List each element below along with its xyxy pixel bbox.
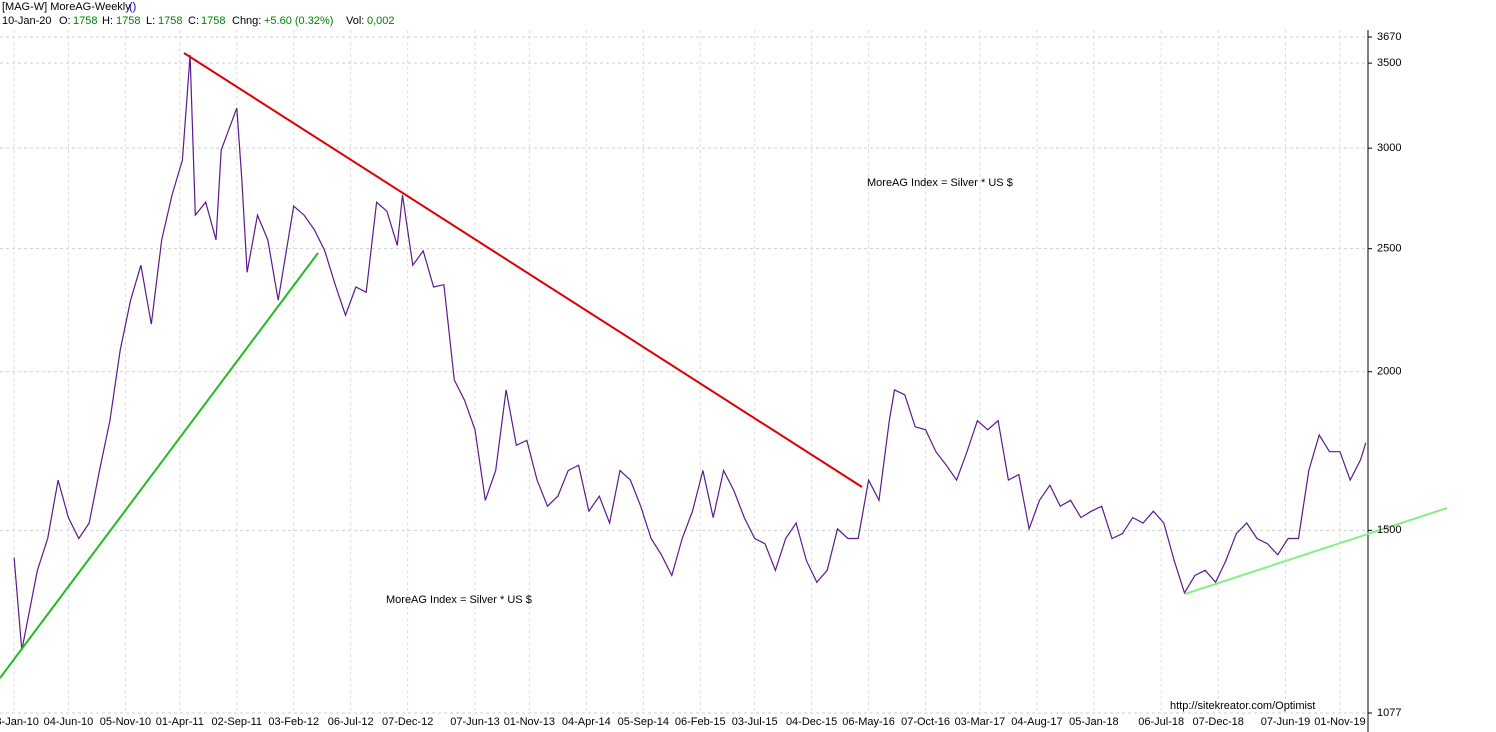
y-tick-label: 3670 bbox=[1377, 31, 1401, 43]
x-tick-label: 03-Jul-15 bbox=[732, 716, 778, 728]
x-tick-label: 02-Sep-11 bbox=[211, 716, 262, 728]
symbol-paren: () bbox=[129, 1, 136, 13]
bar-date: 10-Jan-20 bbox=[2, 15, 52, 27]
x-tick-label: 06-Feb-15 bbox=[675, 716, 726, 728]
x-tick-label: 05-Sep-14 bbox=[618, 716, 669, 728]
y-tick-label: 3000 bbox=[1377, 142, 1401, 154]
change-value: +5.60 (0.32%) bbox=[264, 15, 333, 27]
x-tick-label: 07-Jun-13 bbox=[450, 716, 500, 728]
open-value: 1758 bbox=[73, 15, 97, 27]
low-label: L: bbox=[146, 15, 155, 27]
plot bbox=[13, 54, 1367, 651]
change-label: Chng: bbox=[232, 15, 261, 27]
support-trendline bbox=[1184, 507, 1448, 595]
x-tick-label: 07-Dec-18 bbox=[1192, 716, 1243, 728]
y-tick-label: 2500 bbox=[1377, 243, 1401, 255]
close-label: C: bbox=[188, 15, 199, 27]
x-tick-label: 03-Feb-12 bbox=[268, 716, 319, 728]
x-tick-label: 04-Apr-14 bbox=[562, 716, 611, 728]
x-tick-label: 01-Apr-11 bbox=[156, 716, 204, 728]
low-value: 1758 bbox=[158, 15, 182, 27]
x-tick-label: 04-Dec-15 bbox=[786, 716, 837, 728]
x-tick-label: 05-Nov-10 bbox=[100, 716, 151, 728]
close-value: 1758 bbox=[201, 15, 225, 27]
x-tick-label: 07-Oct-16 bbox=[901, 716, 950, 728]
x-tick-label: 01-Nov-19 bbox=[1314, 716, 1365, 728]
y-tick-label: 2000 bbox=[1377, 366, 1401, 378]
x-tick-label: 04-Aug-17 bbox=[1011, 716, 1062, 728]
price-line bbox=[13, 54, 1367, 651]
annotation: MoreAG Index = Silver * US $ bbox=[386, 594, 532, 606]
x-tick-label: 03-Mar-17 bbox=[955, 716, 1006, 728]
x-tick-label: 07-Jun-19 bbox=[1261, 716, 1311, 728]
volume-value: 0,002 bbox=[367, 15, 395, 27]
x-tick-label: 05-Jan-18 bbox=[1069, 716, 1119, 728]
high-label: H: bbox=[102, 15, 113, 27]
volume-label: Vol: bbox=[346, 15, 364, 27]
x-tick-label: 07-Dec-12 bbox=[382, 716, 433, 728]
x-tick-label: 06-May-16 bbox=[842, 716, 895, 728]
x-tick-label: 01-Nov-13 bbox=[504, 716, 555, 728]
annotation: http://sitekreator.com/Optimist bbox=[1170, 700, 1316, 712]
annotation: MoreAG Index = Silver * US $ bbox=[867, 177, 1013, 189]
resistance-trendline bbox=[183, 52, 863, 488]
support-trendline bbox=[0, 252, 319, 679]
grid bbox=[0, 30, 1368, 714]
x-tick-label: 06-Jul-12 bbox=[328, 716, 374, 728]
x-tick-label: 04-Jun-10 bbox=[44, 716, 94, 728]
symbol: [MAG-W] MoreAG-Weekly bbox=[2, 1, 131, 13]
y-tick-label: 1500 bbox=[1377, 524, 1401, 536]
open-label: O: bbox=[59, 15, 71, 27]
y-tick-label: 3500 bbox=[1377, 57, 1401, 69]
x-tick-label: 06-Jul-18 bbox=[1138, 716, 1184, 728]
x-tick-label: 08-Jan-10 bbox=[0, 716, 39, 728]
header: [MAG-W] MoreAG-Weekly () 10-Jan-20 O: 17… bbox=[2, 1, 395, 27]
y-tick-label: 1077 bbox=[1377, 707, 1401, 719]
high-value: 1758 bbox=[116, 15, 140, 27]
